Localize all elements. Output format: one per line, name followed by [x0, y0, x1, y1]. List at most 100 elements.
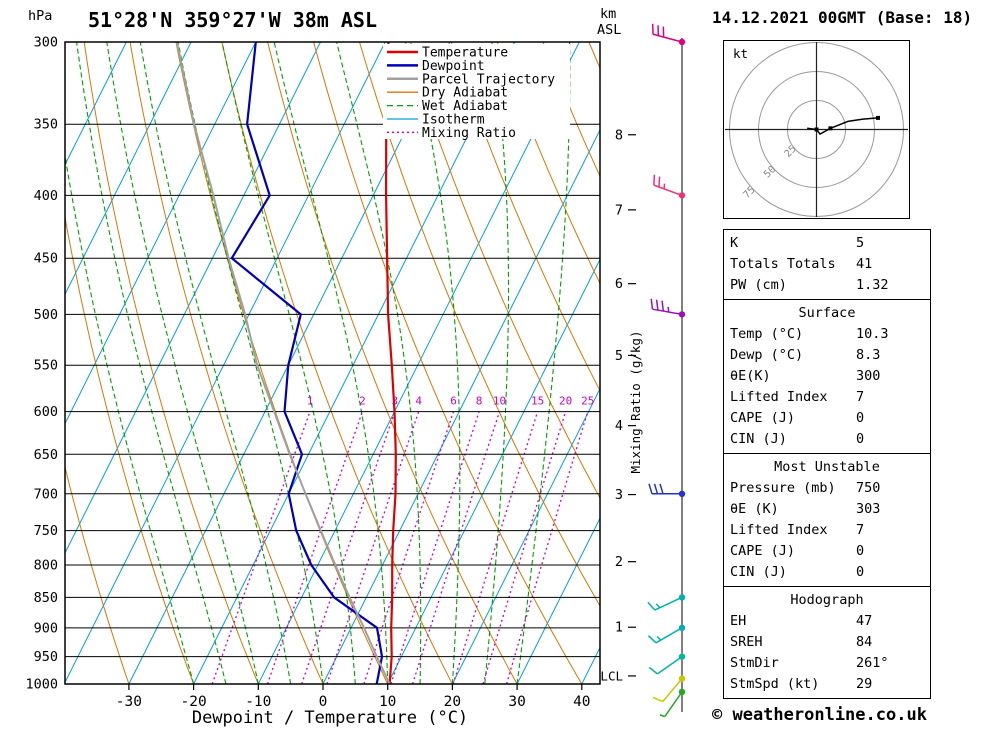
- km-axis: 8 7 6 5 4 3 2 1 LCL: [600, 127, 636, 683]
- wind-barb: [652, 675, 686, 703]
- stat-row: Temp (°C) 10.3: [724, 324, 930, 345]
- wet-adiabat-line: [106, 42, 259, 684]
- stat-label: θE(K): [730, 368, 771, 384]
- wind-level-dot: [678, 688, 686, 696]
- stat-row: CAPE (J) 0: [724, 541, 930, 562]
- pressure-tick-label: 350: [34, 117, 58, 133]
- stats-section: Most Unstable Pressure (mb) 750 θE (K) 303 Li…: [723, 453, 931, 587]
- stat-row: Dewp (°C) 8.3: [724, 345, 930, 366]
- km-tick-label: 6: [615, 276, 623, 292]
- stat-value: 84: [856, 634, 873, 650]
- stat-row: PW (cm) 1.32: [724, 275, 930, 296]
- km-tick-label: 5: [615, 348, 623, 364]
- wind-level-dot: [678, 624, 686, 632]
- stat-value: 261°: [856, 655, 889, 671]
- wind-level-dot: [678, 311, 686, 318]
- stat-value: 0: [856, 564, 865, 580]
- pressure-tick-label: 650: [34, 447, 58, 463]
- stat-value: 8.3: [856, 347, 881, 363]
- stat-label: PW (cm): [730, 277, 787, 293]
- stat-label: Dewp (°C): [730, 347, 804, 363]
- stat-row: θE(K) 300: [724, 366, 930, 387]
- legend-label: Temperature: [422, 46, 508, 61]
- copyright: © weatheronline.co.uk: [712, 705, 927, 725]
- stat-value: 300: [856, 368, 881, 384]
- mixing-ratio-line: [452, 411, 539, 684]
- isotherm-line: [322, 128, 600, 684]
- dry-adiabat-line: [65, 465, 130, 684]
- dry-adiabat-line: [65, 214, 195, 684]
- isotherm-line: [193, 42, 516, 684]
- wind-level-dot: [678, 594, 686, 601]
- wind-barb: [653, 174, 686, 199]
- stat-value: 0: [856, 543, 865, 559]
- section-title: Surface: [798, 305, 856, 321]
- wet-adiabat-line: [410, 42, 461, 684]
- sounding-series: [175, 42, 397, 684]
- isotherm-line: [65, 42, 127, 166]
- stat-label: Lifted Index: [730, 522, 828, 538]
- km-tick-label: 4: [615, 418, 623, 434]
- background-grid: [65, 42, 600, 684]
- temp-tick-label: 0: [319, 694, 328, 710]
- parcel-trajectory-line: [175, 42, 391, 684]
- hodograph-trace-marker: [875, 115, 880, 120]
- km-tick-label: LCL: [600, 668, 623, 683]
- stat-label: SREH: [730, 634, 763, 650]
- pressure-tick-label: 800: [34, 558, 58, 574]
- mixing-ratio-label: 15: [531, 395, 544, 408]
- pressure-tick-label: 900: [34, 620, 58, 636]
- mixing-ratio-label: 4: [415, 395, 422, 408]
- stat-row: θE (K) 303: [724, 499, 930, 520]
- mixing-ratio-line: [363, 411, 455, 684]
- km-tick-label: 3: [615, 487, 623, 503]
- temp-tick-label: -20: [180, 694, 206, 710]
- stats-section: Hodograph EH 47 SREH 84 StmDir 261° StmSpd (kt)…: [723, 586, 931, 699]
- isotherm-line: [516, 517, 600, 684]
- stat-value: 47: [856, 613, 873, 629]
- hodograph-unit-label: kt: [733, 46, 748, 61]
- mixing-ratio-label: 1: [307, 395, 314, 408]
- temp-tick-label: 10: [379, 694, 396, 710]
- dry-adiabat-line: [450, 42, 600, 392]
- legend-label: Parcel Trajectory: [422, 72, 555, 87]
- stat-label: StmSpd (kt): [730, 676, 820, 692]
- plot-frame: [64, 41, 601, 685]
- isotherm-line: [257, 42, 580, 684]
- mixing-ratio-label: 8: [476, 395, 483, 408]
- km-tick-label: 2: [615, 554, 623, 570]
- section-title: Hodograph: [790, 592, 864, 608]
- stat-row: CIN (J) 0: [724, 429, 930, 450]
- skewt-generated: 3003504004505005506006507007508008509009…: [25, 23, 686, 718]
- dry-adiabat-line: [588, 42, 600, 70]
- section-title: Most Unstable: [774, 459, 880, 475]
- stat-label: Temp (°C): [730, 326, 804, 342]
- wet-adiabat-line: [516, 42, 571, 684]
- stat-row: SREH 84: [724, 632, 930, 653]
- stat-value: 41: [856, 256, 873, 272]
- stat-label: Totals Totals: [730, 256, 836, 272]
- isotherm-line: [65, 42, 321, 555]
- wind-barb: [659, 688, 686, 718]
- isotherm-line: [65, 42, 192, 296]
- pressure-tick-label: 1000: [25, 677, 58, 693]
- asl-unit-label: ASL: [597, 22, 621, 38]
- temperature-axis: -30 -20 -10 0 10 20 30 40: [116, 684, 591, 710]
- km-unit-label: km: [600, 6, 616, 22]
- mixing-ratio-label: 2: [359, 395, 366, 408]
- pressure-tick-label: 950: [34, 649, 58, 665]
- stats-section: K 5 Totals Totals 41 PW (cm) 1.32: [723, 229, 931, 300]
- skewt-chart: 3003504004505005506006507007508008509009…: [25, 6, 686, 728]
- mixing-ratio-labels: 1 2 3 4 6 8 10 15 20 25: [307, 395, 595, 408]
- wet-adiabat-line: [65, 152, 195, 684]
- stat-value: 1.32: [856, 277, 889, 293]
- wet-adiabat-line: [139, 42, 292, 684]
- hodograph-trace-marker: [828, 126, 833, 131]
- mixing-ratio-label: 3: [392, 395, 399, 408]
- pressure-tick-label: 400: [34, 188, 58, 204]
- stat-value: 0: [856, 410, 865, 426]
